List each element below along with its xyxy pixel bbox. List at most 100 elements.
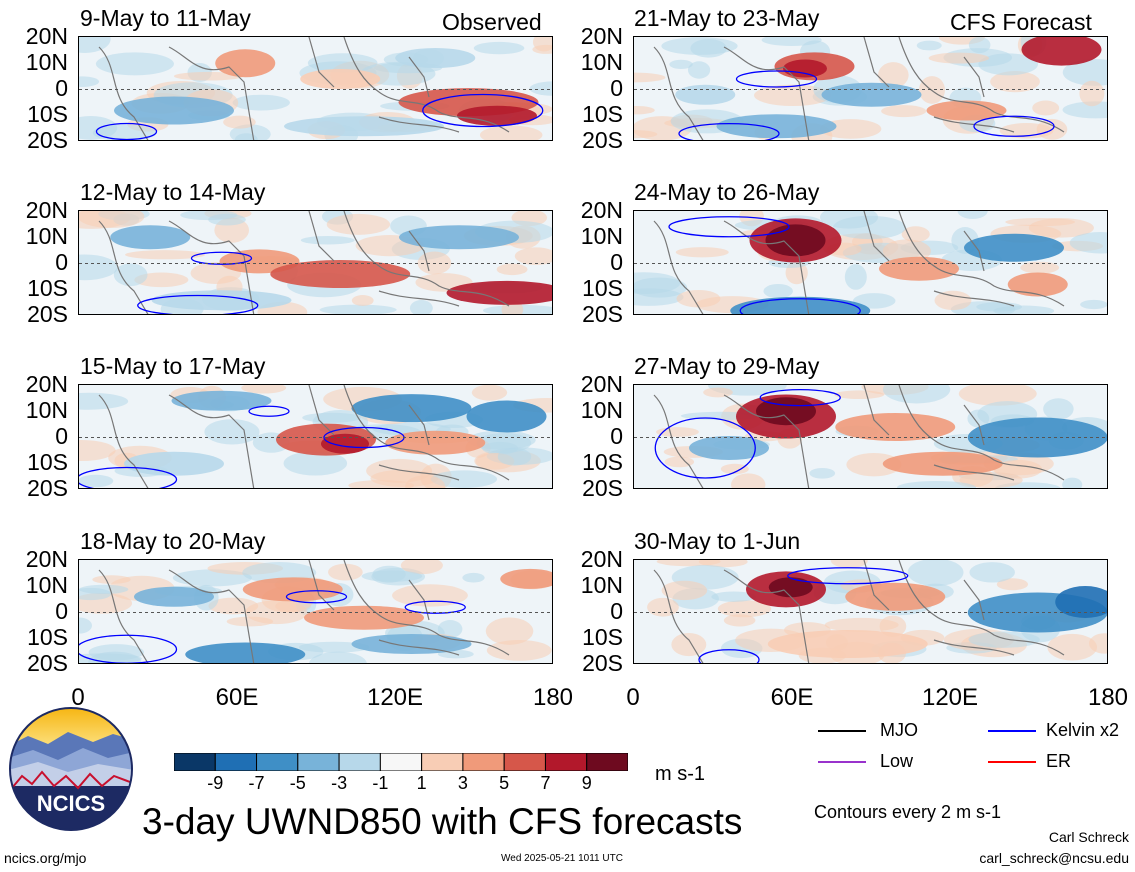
uwnd-map-panel: [78, 559, 553, 664]
lat-label: 10N: [25, 49, 68, 75]
lat-label: 0: [55, 598, 68, 624]
legend-er-label: ER: [1046, 751, 1072, 771]
uwnd-map-panel: [78, 384, 553, 489]
lat-label: 10S: [27, 275, 68, 301]
lat-label: 10S: [582, 449, 623, 475]
panel-tag: Observed: [442, 9, 542, 35]
uwnd-map-panel: [633, 36, 1108, 141]
lat-label: 20N: [25, 371, 68, 397]
footer-author: Carl Schreck: [1048, 829, 1129, 845]
colorbar-swatch: [379, 752, 423, 772]
colorbar-swatch: [297, 752, 340, 772]
lat-label: 0: [610, 249, 623, 275]
lon-label: 0: [626, 684, 640, 711]
panel-title: 24-May to 26-May: [634, 179, 820, 205]
legend-low-line: [818, 761, 866, 763]
lat-label: 20S: [582, 650, 623, 676]
footer-email: carl_schreck@ncsu.edu: [979, 850, 1129, 866]
panel-title: 30-May to 1-Jun: [634, 528, 801, 554]
lat-label: 10N: [580, 223, 623, 249]
lon-label: 0: [71, 684, 85, 711]
lat-label: 10S: [582, 101, 623, 127]
lat-label: 20S: [27, 127, 68, 153]
panel-title: 12-May to 14-May: [80, 179, 266, 205]
lat-label: 0: [55, 423, 68, 449]
legend-low-label: Low: [880, 751, 914, 771]
legend-kelvin-line: [988, 730, 1036, 732]
contours-note: Contours every 2 m s-1: [814, 802, 1002, 822]
lon-label: 60E: [770, 684, 814, 711]
colorbar-label: -7: [248, 773, 265, 793]
lat-label: 10N: [580, 572, 623, 598]
uwnd-map-panel: [633, 384, 1108, 489]
lat-label: 20N: [25, 197, 68, 223]
lat-label: 0: [610, 75, 623, 101]
map-canvas: [79, 211, 552, 314]
panel-title: 21-May to 23-May: [634, 5, 820, 31]
lat-label: 0: [610, 598, 623, 624]
colorbar-swatch: [338, 752, 381, 772]
lat-label: 20S: [27, 650, 68, 676]
lat-label: 20S: [582, 127, 623, 153]
colorbar-swatch: [421, 752, 464, 772]
lat-label: 10N: [25, 572, 68, 598]
legend-kelvin-label: Kelvin x2: [1046, 720, 1120, 740]
lat-label: 20S: [27, 301, 68, 327]
legend-mjo-label: MJO: [880, 720, 918, 740]
colorbar-swatch: [586, 752, 629, 772]
lat-label: 20N: [580, 23, 623, 49]
panel-title: 15-May to 17-May: [80, 353, 266, 379]
colorbar-label: -9: [207, 773, 224, 793]
lon-label: 180: [532, 684, 574, 711]
panel-title: 18-May to 20-May: [80, 528, 266, 554]
colorbar-label: -3: [331, 773, 348, 793]
lat-label: 10S: [27, 624, 68, 650]
lat-label: 20N: [25, 23, 68, 49]
uwnd-map-panel: [633, 210, 1108, 315]
panel-tag: CFS Forecast: [950, 9, 1092, 35]
lon-label: 120E: [921, 684, 979, 711]
colorbar-label: 5: [499, 773, 510, 793]
lat-label: 20S: [582, 301, 623, 327]
colorbar-swatch: [173, 752, 216, 772]
map-canvas: [79, 385, 552, 488]
lat-label: 10N: [25, 397, 68, 423]
colorbar-label: 1: [416, 773, 427, 793]
colorbar-label: 9: [581, 773, 592, 793]
legend-mjo-line: [818, 730, 866, 732]
map-canvas: [79, 560, 552, 663]
lat-label: 20S: [27, 475, 68, 501]
lon-label: 60E: [215, 684, 259, 711]
lat-label: 0: [610, 423, 623, 449]
lat-label: 10N: [25, 223, 68, 249]
logo-text: NCICS: [37, 791, 105, 816]
lat-label: 20N: [580, 371, 623, 397]
lat-label: 10S: [582, 275, 623, 301]
colorbar-swatch: [544, 752, 588, 772]
colorbar-label: -1: [372, 773, 389, 793]
panel-title: 9-May to 11-May: [80, 5, 251, 31]
colorbar: [173, 752, 629, 772]
lat-label: 10S: [27, 449, 68, 475]
colorbar-swatch: [503, 752, 546, 772]
lat-label: 20S: [582, 475, 623, 501]
lat-label: 0: [55, 249, 68, 275]
panel-title: 27-May to 29-May: [634, 353, 820, 379]
lon-label: 180: [1087, 684, 1129, 711]
lon-label: 120E: [366, 684, 424, 711]
colorbar-swatch: [462, 752, 505, 772]
map-canvas: [634, 385, 1107, 488]
ncics-logo: NCICS: [8, 706, 134, 832]
colorbar-swatch: [256, 752, 299, 772]
map-canvas: [79, 37, 552, 140]
uwnd-map-panel: [78, 210, 553, 315]
footer-url: ncics.org/mjo: [4, 850, 87, 866]
lat-label: 10S: [582, 624, 623, 650]
legend-er-line: [988, 761, 1036, 763]
uwnd-map-panel: [78, 36, 553, 141]
lat-label: 10N: [580, 49, 623, 75]
colorbar-units: m s-1: [655, 763, 705, 785]
colorbar-label: 7: [540, 773, 551, 793]
colorbar-label: -5: [289, 773, 306, 793]
map-canvas: [634, 211, 1107, 314]
